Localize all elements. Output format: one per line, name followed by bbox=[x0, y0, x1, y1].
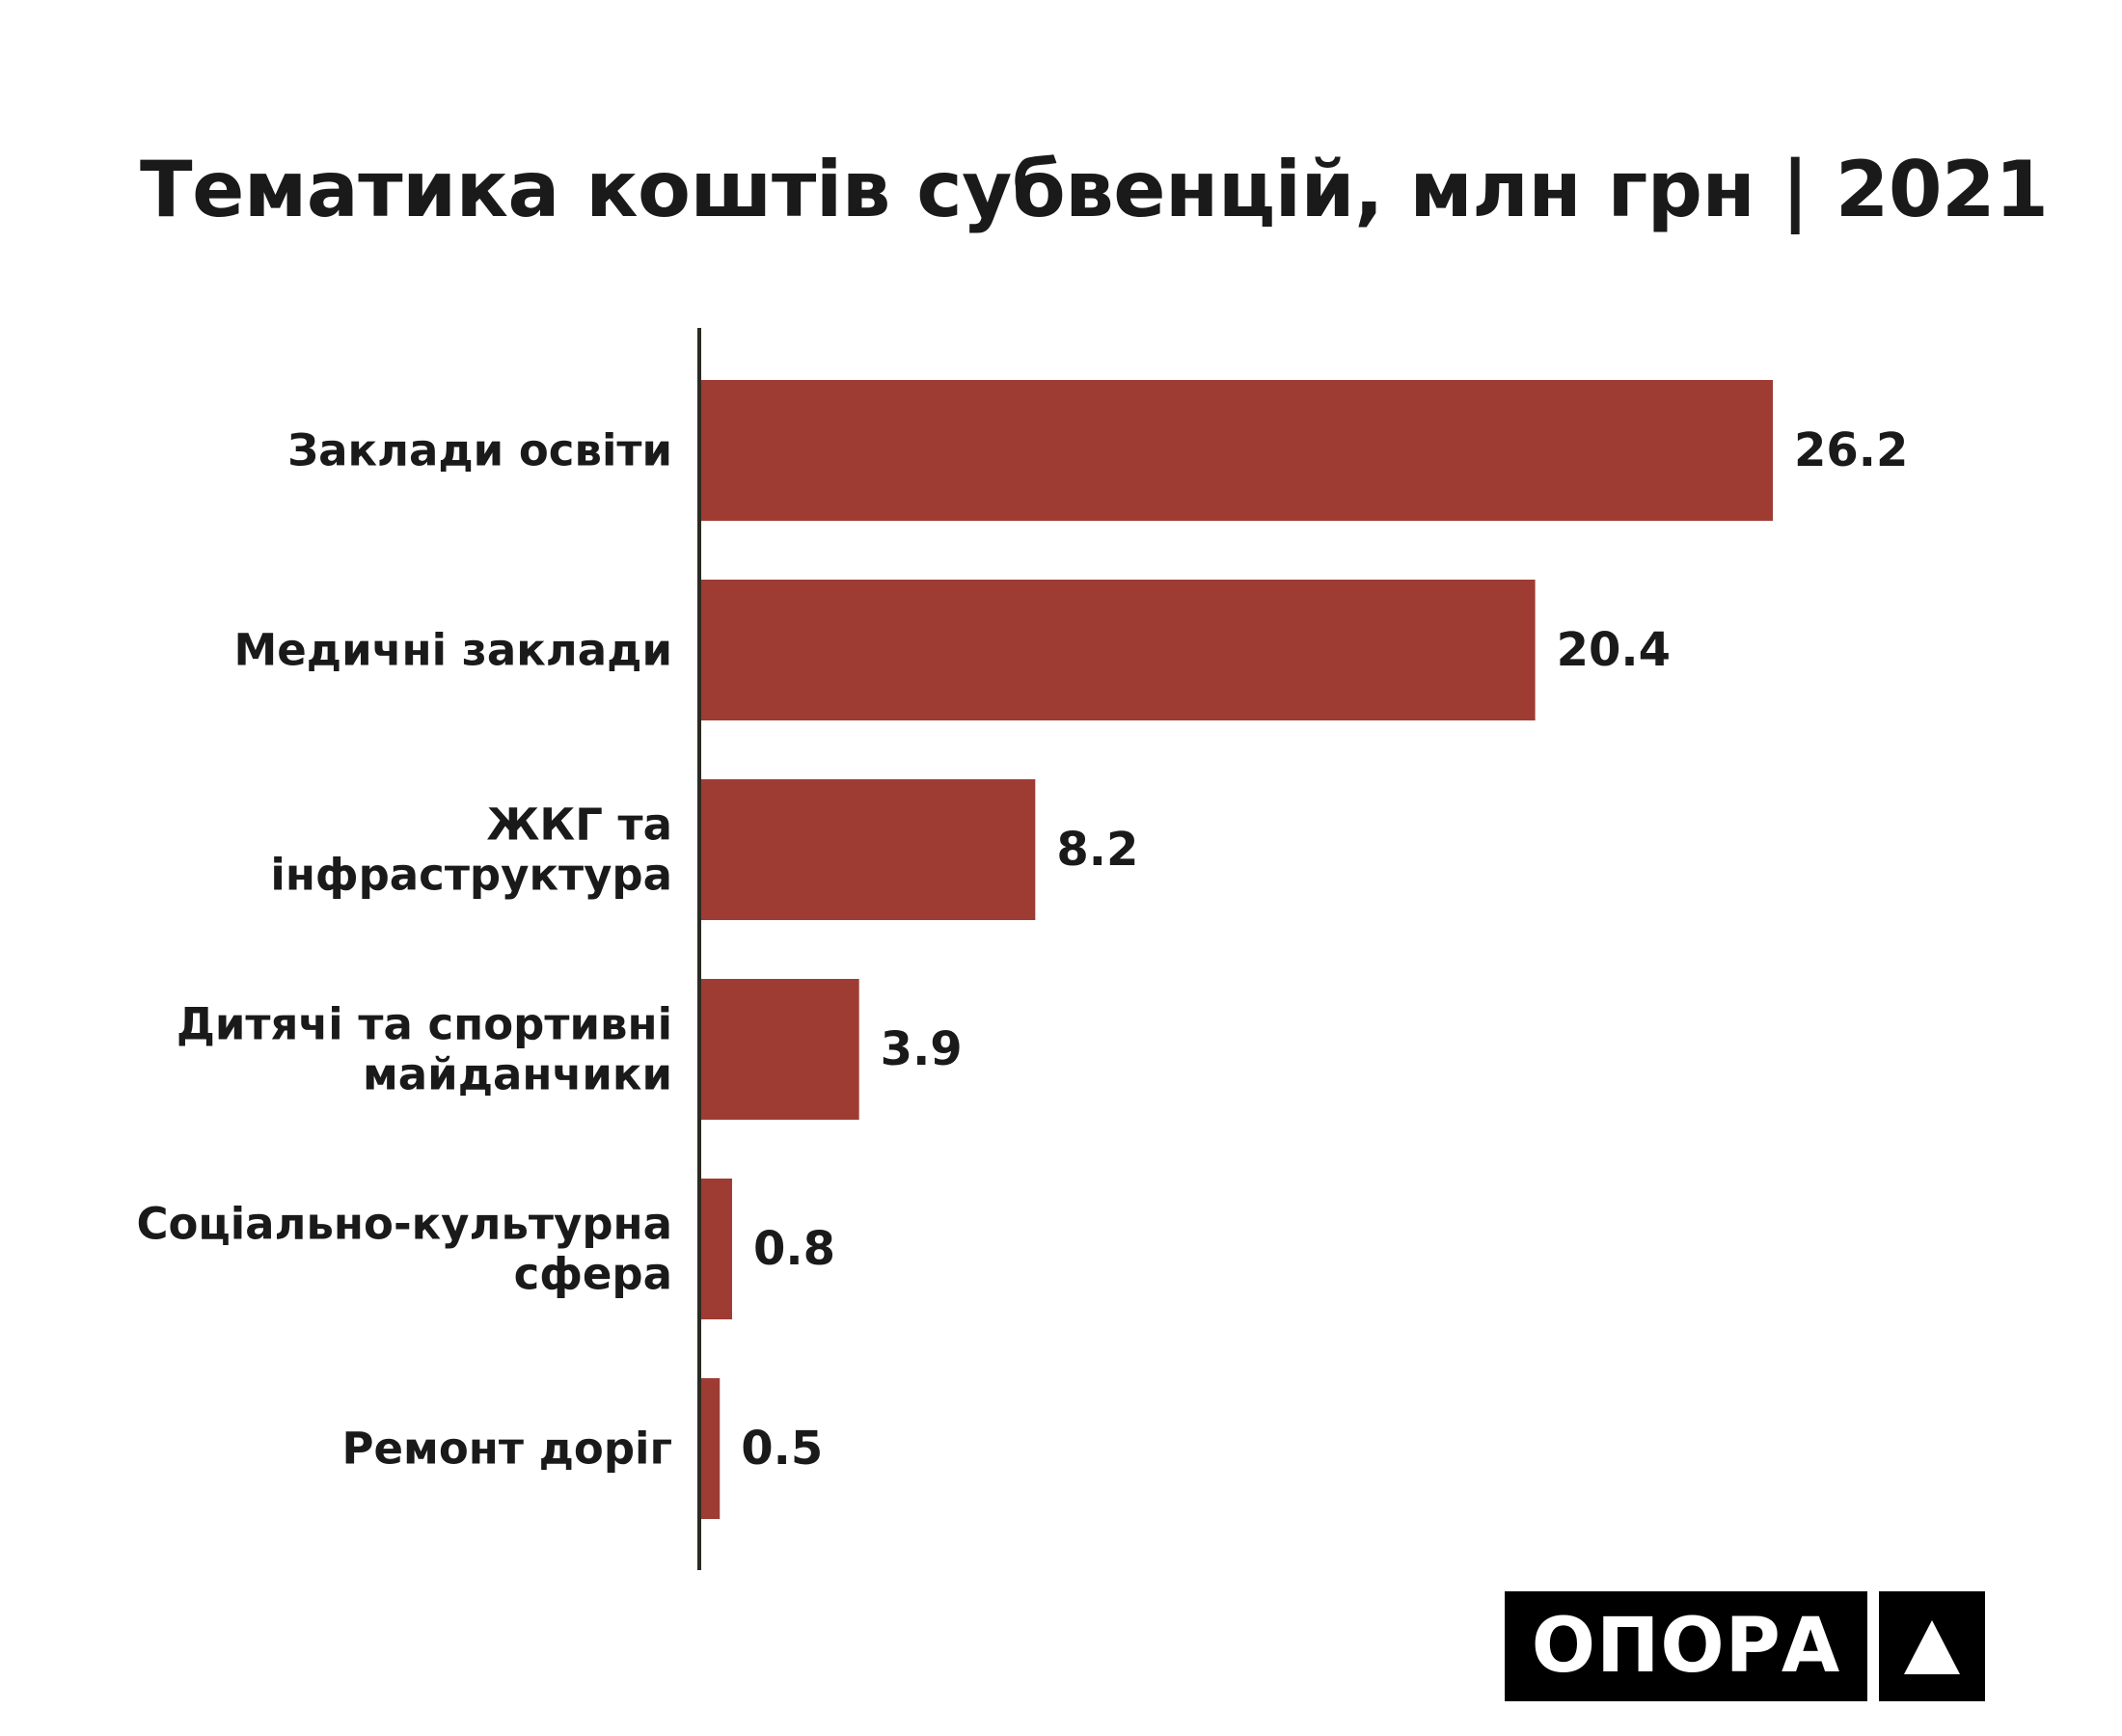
value-label: 0.5 bbox=[741, 1422, 823, 1476]
value-label: 3.9 bbox=[881, 1022, 963, 1076]
category-label: Медичні заклади bbox=[233, 625, 672, 676]
category-label: Заклади освіти bbox=[287, 425, 672, 476]
logo-wordmark: ОПОРА bbox=[1505, 1591, 1867, 1701]
category-label-line: Заклади освіти bbox=[287, 425, 672, 476]
labels-layer: 26.2 Заклади освіти 20.4 Медичні заклади 8.2… bbox=[136, 423, 1908, 1476]
bar bbox=[699, 979, 859, 1120]
value-label: 26.2 bbox=[1794, 423, 1908, 477]
bar bbox=[699, 779, 1036, 920]
category-label-line: ЖКГ та bbox=[486, 800, 672, 851]
category-label: ЖКГ та інфраструктура bbox=[270, 800, 672, 901]
category-label: Соціально-культурна сфера bbox=[136, 1199, 672, 1300]
category-label-line: Дитячі та спортивні bbox=[177, 999, 672, 1050]
value-label: 20.4 bbox=[1557, 623, 1671, 677]
bar bbox=[699, 380, 1773, 521]
category-label: Дитячі та спортивні майданчики bbox=[177, 999, 672, 1100]
value-label: 0.8 bbox=[753, 1222, 835, 1276]
category-label-line: Медичні заклади bbox=[233, 625, 672, 676]
category-label-line: майданчики bbox=[363, 1049, 672, 1100]
bar bbox=[699, 1179, 732, 1319]
category-label: Ремонт доріг bbox=[342, 1424, 672, 1475]
chart-title: Тематика коштів субвенцій, млн грн | 202… bbox=[140, 145, 2049, 234]
category-label-line: Соціально-культурна bbox=[136, 1199, 672, 1250]
category-label-line: інфраструктура bbox=[270, 850, 672, 901]
opora-logo: ОПОРА bbox=[1505, 1591, 1985, 1701]
category-label-line: Ремонт доріг bbox=[342, 1424, 672, 1475]
value-label: 8.2 bbox=[1056, 823, 1138, 877]
bar bbox=[699, 580, 1536, 720]
category-label-line: сфера bbox=[514, 1249, 672, 1300]
triangle-icon bbox=[1879, 1591, 1985, 1701]
bars-layer bbox=[699, 380, 1773, 1519]
bar bbox=[699, 1378, 721, 1519]
